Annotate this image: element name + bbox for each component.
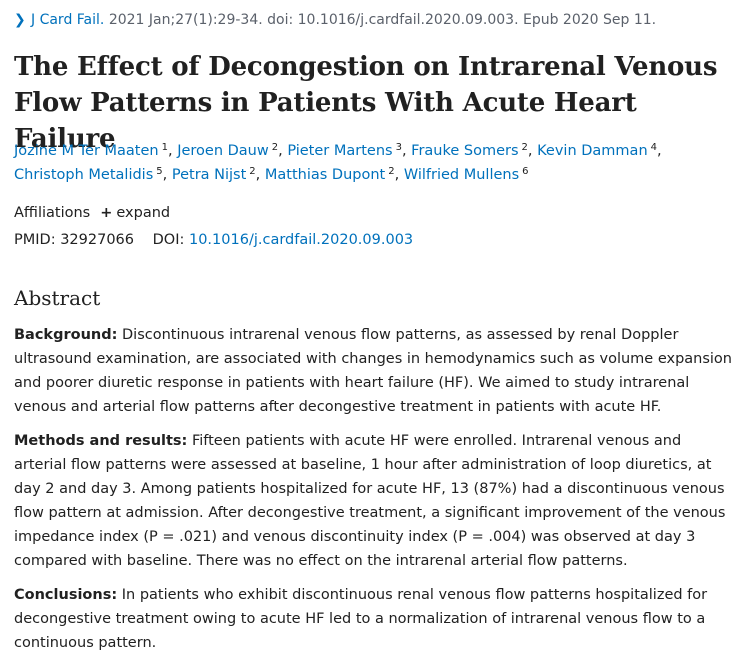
affiliation-ref[interactable]: 6 <box>522 166 529 177</box>
author-link[interactable]: Frauke Somers <box>411 143 519 159</box>
affiliation-ref[interactable]: 2 <box>521 142 528 153</box>
authors-list: Jozine M Ter Maaten 1, Jeroen Dauw 2, Piet… <box>14 142 662 184</box>
affiliation-ref[interactable]: 2 <box>388 166 395 177</box>
pmid-label: PMID: <box>14 232 56 248</box>
section-text: Fifteen patients with acute HF were enro… <box>14 433 726 569</box>
affiliation-ref[interactable]: 4 <box>650 142 658 153</box>
doi-link[interactable]: 10.1016/j.cardfail.2020.09.003 <box>188 232 414 248</box>
journal-link[interactable]: J Card Fail. <box>31 12 105 28</box>
identifiers-row: PMID: 32927066 DOI: 10.1016/j.cardfail.2… <box>14 229 413 251</box>
expand-affiliations-button[interactable]: + expand <box>90 205 170 221</box>
affiliation-ref[interactable]: 5 <box>156 166 163 177</box>
affiliations-row: Affiliations + expand <box>14 202 170 224</box>
abstract-section-methods-results: Methods and results: Fifteen patients wi… <box>14 429 734 573</box>
affiliation-ref[interactable]: 2 <box>271 142 279 153</box>
plus-icon: + <box>100 205 113 221</box>
affiliation-ref[interactable]: 2 <box>249 166 256 177</box>
section-label: Background: <box>14 327 118 343</box>
chevron-right-icon[interactable]: ❯ <box>14 12 26 28</box>
author-link[interactable]: Petra Nijst <box>171 167 247 183</box>
section-label: Conclusions: <box>14 587 118 603</box>
doi-label: DOI: <box>152 232 185 248</box>
citation-line: ❯ J Card Fail. 2021 Jan;27(1):29-34. doi:… <box>14 10 656 30</box>
abstract-section-background: Background: Discontinuous intrarenal ven… <box>14 323 734 419</box>
section-label: Methods and results: <box>14 433 188 449</box>
author-link[interactable]: Christoph Metalidis <box>14 167 154 183</box>
citation-details: 2021 Jan;27(1):29-34. doi: 10.1016/j.car… <box>108 12 657 28</box>
abstract-heading: Abstract <box>14 286 101 310</box>
author-link[interactable]: Jozine M Ter Maaten <box>14 143 159 159</box>
author-link[interactable]: Wilfried Mullens <box>403 167 520 183</box>
author-link[interactable]: Pieter Martens <box>287 143 393 159</box>
author-link[interactable]: Kevin Damman <box>537 143 648 159</box>
author-link[interactable]: Jeroen Dauw <box>177 143 269 159</box>
section-text: In patients who exhibit discontinuous re… <box>14 587 708 651</box>
pmid-value: 32927066 <box>60 232 135 248</box>
abstract-body: Background: Discontinuous intrarenal ven… <box>14 323 734 665</box>
abstract-section-conclusions: Conclusions: In patients who exhibit dis… <box>14 583 734 655</box>
author-link[interactable]: Matthias Dupont <box>264 167 386 183</box>
section-text: Discontinuous intrarenal venous flow pat… <box>14 327 732 415</box>
expand-label: expand <box>116 205 171 221</box>
article-title: The Effect of Decongestion on Intrarenal… <box>14 52 718 154</box>
affiliations-label: Affiliations <box>14 205 91 221</box>
affiliation-ref[interactable]: 3 <box>395 142 402 153</box>
affiliation-ref[interactable]: 1 <box>161 142 168 153</box>
